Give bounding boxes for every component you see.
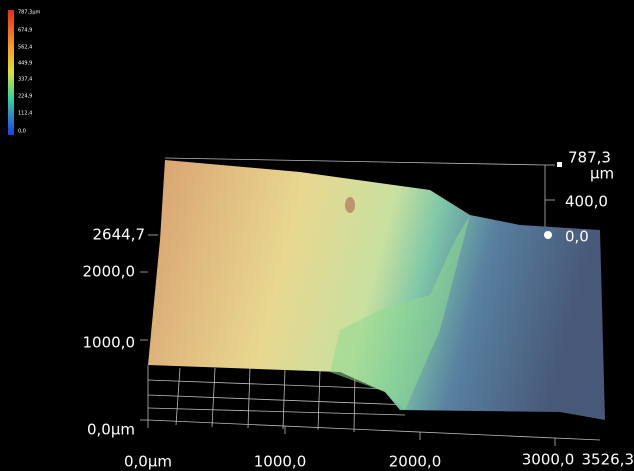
z-tick-label: 400,0 [565, 193, 608, 211]
x-tick-label: 2000,0 [389, 453, 442, 471]
colorbar [8, 10, 14, 135]
z-tick-label: 787,3 [568, 149, 611, 167]
surface [148, 160, 605, 420]
x-axis-labels: 0,0µm 1000,0 2000,0 3000,0 3526,3 [124, 451, 634, 471]
colorbar-labels: 787,3µm 674,9 562,4 449,9 337,4 224,9 11… [18, 10, 40, 135]
axis-grid [140, 157, 601, 446]
colorbar-label: 674,9 [18, 28, 32, 34]
x-tick-label: 3000,0 [522, 451, 575, 469]
colorbar-label: 0,0 [18, 129, 26, 135]
colorbar-label: 562,4 [18, 45, 32, 51]
colorbar-label: 449,9 [18, 61, 32, 67]
surface-slope [330, 215, 470, 410]
y-tick-label: 0,0µm [87, 421, 135, 439]
colorbar-label: 787,3µm [18, 10, 40, 16]
z-axis-labels: 787,3 µm 400,0 0,0 [565, 149, 614, 246]
colorbar-label: 224,9 [18, 94, 32, 100]
y-axis-labels: 0,0µm 1000,0 2000,0 2644,7 [83, 226, 146, 439]
x-tick-label: 0,0µm [124, 453, 172, 471]
z-max-marker [557, 162, 562, 167]
z-zero-marker [544, 231, 552, 239]
y-tick-label: 2644,7 [93, 226, 146, 244]
x-tick-label: 1000,0 [254, 453, 307, 471]
surface-feature [345, 197, 355, 213]
colorbar-label: 337,4 [18, 77, 32, 83]
z-tick-label: 0,0 [565, 228, 589, 246]
colorbar-label: 112,4 [18, 111, 32, 117]
x-tick-label: 3526,3 [582, 451, 634, 469]
y-tick-label: 1000,0 [83, 334, 136, 352]
z-unit-label: µm [590, 165, 614, 183]
y-tick-label: 2000,0 [83, 263, 136, 281]
